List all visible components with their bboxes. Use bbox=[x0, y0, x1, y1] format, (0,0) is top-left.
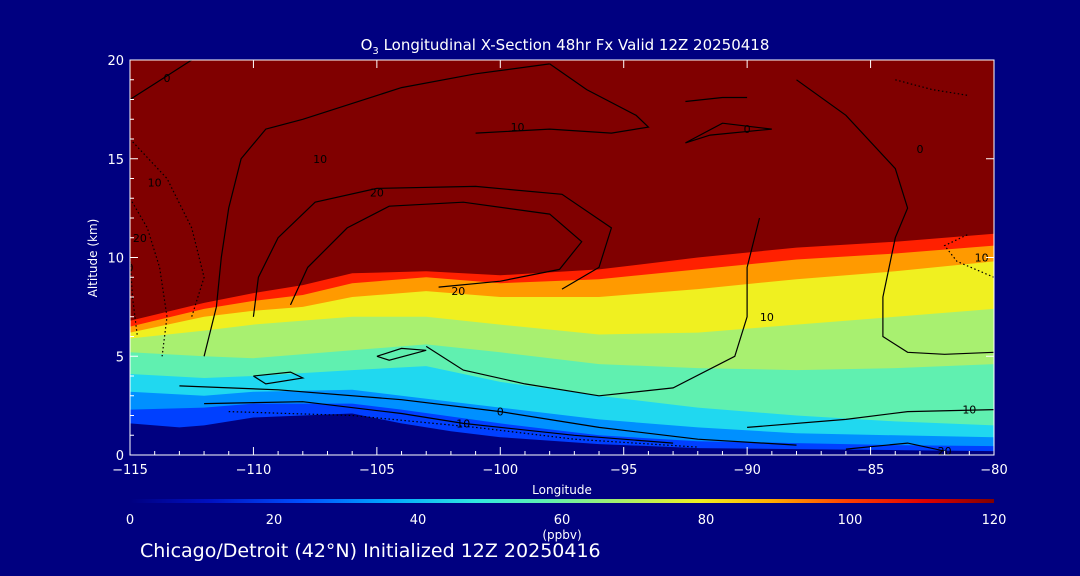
contour-label: 10 bbox=[962, 404, 976, 417]
plot-area: 0 10 10 20 20 0 0 10 10 0 10 20 10 20 0 10 bbox=[127, 59, 995, 458]
x-tick-label: −115 bbox=[112, 463, 148, 478]
colorbar-gradient bbox=[130, 499, 994, 503]
contour-line bbox=[179, 385, 797, 446]
contour-line bbox=[845, 442, 945, 452]
contour-label: 0 bbox=[744, 123, 751, 136]
colorbar-tick-label: 80 bbox=[698, 513, 715, 528]
contour-line bbox=[204, 401, 674, 444]
contour-line bbox=[130, 138, 205, 317]
y-tick-label: 10 bbox=[107, 252, 124, 267]
x-tick-label: −80 bbox=[980, 463, 1007, 478]
contour-label: 0 bbox=[127, 261, 134, 274]
y-tick-label: 15 bbox=[107, 153, 124, 168]
y-axis-label: Altitude (km) bbox=[86, 219, 100, 298]
colorbar-tick-label: 60 bbox=[554, 513, 571, 528]
y-axis: 0 5 10 15 20 bbox=[107, 54, 994, 464]
contour-line bbox=[685, 122, 772, 144]
contour-label: 0 bbox=[497, 406, 504, 419]
contour-line bbox=[425, 217, 761, 397]
colorbar: 0 20 40 60 80 100 120 (ppbv) bbox=[126, 499, 1007, 542]
contour-line bbox=[747, 409, 994, 428]
y-tick-label: 0 bbox=[116, 449, 124, 464]
contour-label: 10 bbox=[148, 176, 162, 189]
x-axis-label: Longitude bbox=[532, 483, 592, 497]
contour-line bbox=[130, 257, 138, 337]
contour-line bbox=[796, 79, 994, 355]
colorbar-tick-label: 0 bbox=[126, 513, 134, 528]
contour-line bbox=[685, 96, 748, 103]
x-tick-label: −100 bbox=[482, 463, 518, 478]
contour-label: 10 bbox=[313, 153, 327, 166]
contour-label: 10 bbox=[456, 417, 470, 430]
contour-label: 10 bbox=[975, 252, 989, 265]
contour-line bbox=[253, 371, 305, 385]
contour-label: 20 bbox=[451, 285, 465, 298]
contour-line bbox=[252, 185, 613, 317]
colorbar-tick-label: 100 bbox=[838, 513, 863, 528]
contour-line bbox=[130, 60, 193, 101]
colorbar-tick-label: 20 bbox=[266, 513, 283, 528]
x-tick-label: −110 bbox=[236, 463, 272, 478]
contour-label: 0 bbox=[916, 143, 923, 156]
contour-line bbox=[943, 233, 994, 278]
x-tick-label: −85 bbox=[857, 463, 884, 478]
contour-line bbox=[475, 63, 650, 134]
colorbar-tick-label: 40 bbox=[410, 513, 427, 528]
y-tick-label: 20 bbox=[107, 54, 124, 69]
contour-line bbox=[376, 347, 427, 361]
contour-label: 20 bbox=[938, 445, 952, 458]
fill-layer-below-ground bbox=[130, 413, 994, 455]
x-axis: −115 −110 −105 −100 −95 −90 −85 −80 bbox=[112, 60, 1008, 478]
chart-title: O3 Longitudinal X-Section 48hr Fx Valid … bbox=[361, 36, 770, 57]
x-tick-label: −90 bbox=[733, 463, 760, 478]
contour-label: 20 bbox=[133, 232, 147, 245]
contour-line bbox=[895, 79, 970, 97]
contour-label: 0 bbox=[164, 72, 171, 85]
contour-line bbox=[203, 63, 550, 357]
x-tick-label: −95 bbox=[610, 463, 637, 478]
contour-line bbox=[289, 201, 583, 306]
footer-caption: Chicago/Detroit (42°N) Initialized 12Z 2… bbox=[140, 540, 601, 562]
colorbar-tick-label: 120 bbox=[982, 513, 1007, 528]
y-tick-label: 5 bbox=[116, 350, 124, 365]
x-tick-label: −105 bbox=[359, 463, 395, 478]
contour-line bbox=[228, 411, 698, 448]
contour-label: 20 bbox=[370, 186, 384, 199]
contour-label: 10 bbox=[511, 121, 525, 134]
colorbar-label: (ppbv) bbox=[542, 528, 581, 542]
contour-label: 10 bbox=[760, 311, 774, 324]
